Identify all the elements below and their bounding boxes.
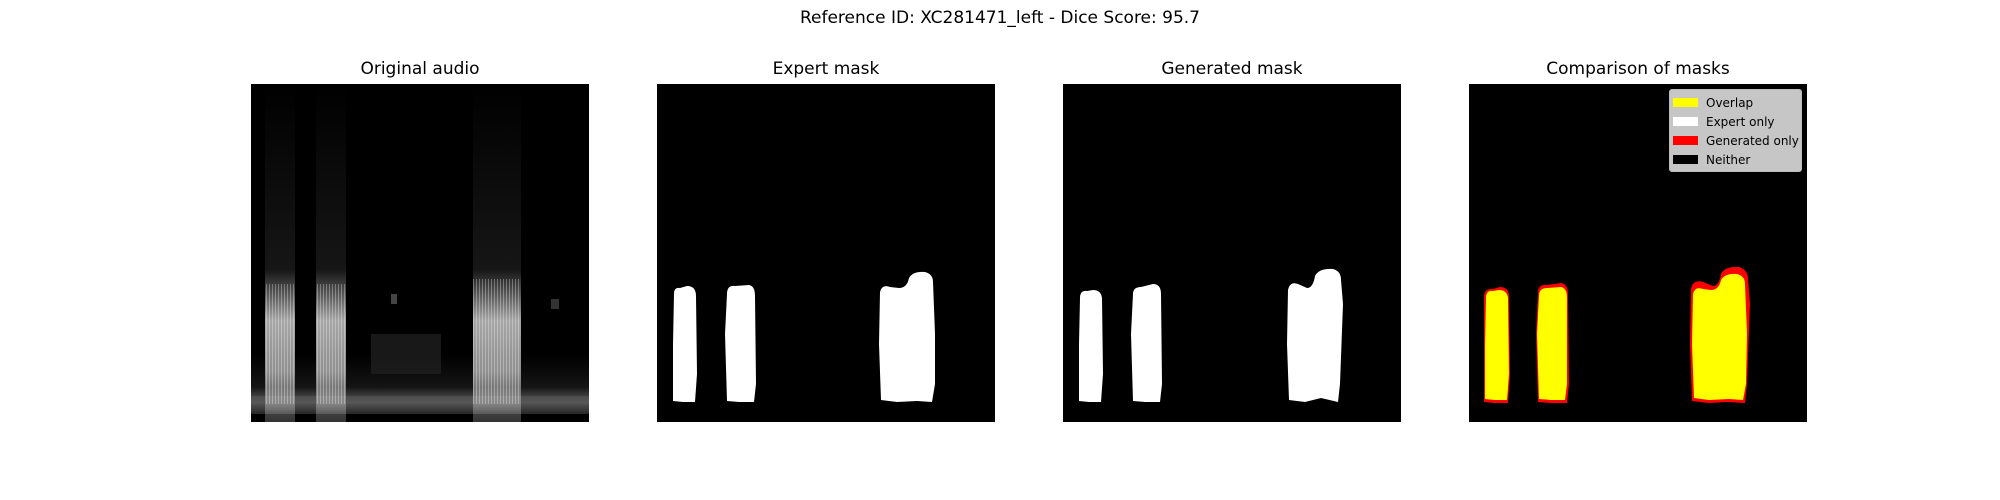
panel-title-comparison: Comparison of masks bbox=[1546, 59, 1730, 79]
legend: Overlap Expert only Generated only Neith… bbox=[1669, 89, 1802, 172]
legend-label: Neither bbox=[1706, 152, 1751, 167]
panel-title-generated: Generated mask bbox=[1161, 59, 1303, 79]
legend-item-generated-only: Generated only bbox=[1670, 131, 1801, 150]
legend-label: Overlap bbox=[1706, 95, 1754, 110]
generated-only-swatch bbox=[1673, 136, 1698, 145]
generated-mask-image bbox=[1063, 84, 1401, 422]
overlap-swatch bbox=[1673, 98, 1698, 107]
legend-item-neither: Neither bbox=[1670, 150, 1801, 169]
legend-item-overlap: Overlap bbox=[1670, 93, 1801, 112]
figure-title: Reference ID: XC281471_left - Dice Score… bbox=[799, 8, 1200, 28]
legend-item-expert-only: Expert only bbox=[1670, 112, 1801, 131]
panel-title-original: Original audio bbox=[360, 59, 480, 79]
spectrogram-image bbox=[251, 84, 589, 422]
expert-only-swatch bbox=[1673, 117, 1698, 126]
legend-label: Expert only bbox=[1706, 114, 1775, 129]
panel-title-expert: Expert mask bbox=[772, 59, 880, 79]
neither-swatch bbox=[1673, 155, 1698, 164]
expert-mask-image bbox=[657, 84, 995, 422]
legend-label: Generated only bbox=[1706, 133, 1799, 148]
comparison-mask-image: Overlap Expert only Generated only Neith… bbox=[1469, 84, 1807, 422]
